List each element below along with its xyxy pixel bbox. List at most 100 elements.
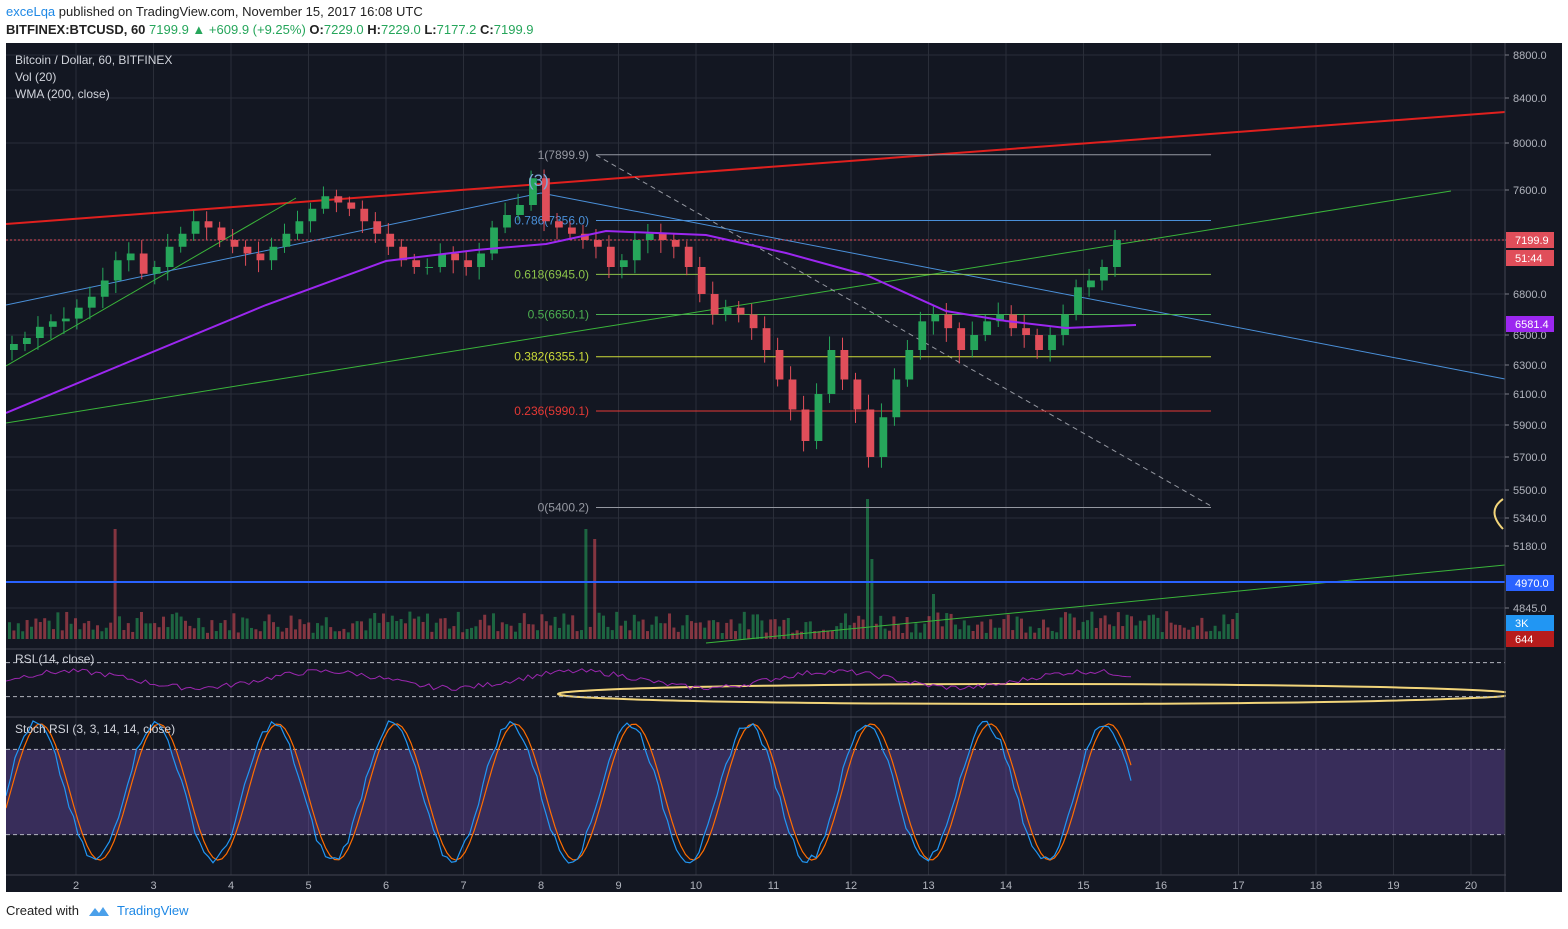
- volume-bar: [1112, 626, 1116, 639]
- volume-bar: [505, 624, 509, 639]
- date-tick-label: 5: [305, 880, 311, 892]
- high-value: 7229.0: [380, 22, 421, 37]
- trend-lines: [5, 111, 1515, 705]
- brand-name: TradingView: [116, 903, 189, 918]
- price-tick-label: 6800.0: [1513, 289, 1547, 301]
- date-tick-label: 4: [228, 880, 234, 892]
- tradingview-link[interactable]: TradingView: [87, 903, 189, 918]
- volume-bar: [562, 613, 566, 639]
- volume-bar: [716, 622, 720, 639]
- wma-200-line: [5, 229, 1137, 414]
- volume-bar: [602, 615, 605, 639]
- volume-bar: [1064, 612, 1067, 639]
- volume-bar: [69, 623, 73, 639]
- date-tick-label: 15: [1077, 880, 1089, 892]
- date-tick-label: 7: [460, 880, 466, 892]
- volume-bar: [980, 621, 984, 639]
- price-marker-tag: [1506, 631, 1554, 647]
- volume-bar: [360, 621, 363, 639]
- chart-area[interactable]: 1(7899.9) 0.786(7356.0) 0.618(6945.0) 0.5(6…: [5, 43, 1562, 892]
- volume-bar: [852, 622, 856, 639]
- date-tick-label: 20: [1465, 880, 1477, 892]
- volume-bar: [518, 622, 522, 639]
- volume-bar: [1235, 612, 1239, 639]
- volume-bar: [857, 615, 861, 639]
- high-label: H:: [367, 22, 381, 37]
- volume-bar: [993, 627, 997, 639]
- candle-body: [970, 335, 979, 350]
- volume-bar: [751, 614, 755, 639]
- price-marker-label: 51:44: [1515, 253, 1543, 265]
- volume-bar: [707, 620, 711, 639]
- volume-bar: [712, 620, 715, 639]
- cloud-icon: [88, 906, 109, 916]
- date-tick-label: 9: [615, 880, 621, 892]
- volume-bar: [971, 630, 975, 639]
- volume-bar: [676, 631, 680, 639]
- volume-bar: [690, 621, 693, 639]
- volume-bar: [333, 631, 337, 639]
- volume-bar: [56, 612, 60, 639]
- candle-body: [749, 314, 758, 329]
- price-chart[interactable]: 1(7899.9) 0.786(7356.0) 0.618(6945.0) 0.5(6…: [5, 43, 1562, 892]
- volume-bar: [954, 624, 957, 639]
- candle-body: [983, 321, 992, 335]
- volume-bar: [1020, 618, 1023, 639]
- volume-bar: [1130, 616, 1133, 639]
- price-marker-tag: [1506, 250, 1554, 266]
- volume-bar: [1156, 617, 1160, 639]
- trend-line-blue-2: [540, 192, 1506, 380]
- volume-bar: [298, 619, 302, 639]
- volume-bar: [918, 632, 922, 639]
- volume-bar: [377, 622, 381, 639]
- price-tick-label: 5900.0: [1513, 420, 1547, 432]
- candle-body: [1087, 280, 1095, 288]
- volume-bar: [791, 632, 795, 639]
- price-change: +609.9 (+9.25%): [208, 22, 306, 37]
- volume-bar: [492, 613, 495, 639]
- volume-bar: [52, 629, 55, 639]
- candle-body: [139, 253, 148, 274]
- volume-bar: [382, 613, 385, 639]
- volume-bar: [399, 619, 403, 639]
- candle-body: [593, 240, 602, 247]
- volume-bar: [1050, 630, 1054, 639]
- price-marker-label: 644: [1515, 634, 1533, 646]
- author-link[interactable]: exceLqa: [6, 4, 56, 19]
- candle-body: [1113, 240, 1121, 267]
- volume-bar: [329, 627, 333, 639]
- candle-body: [879, 417, 888, 457]
- volume-bar: [91, 629, 95, 639]
- price-tick-label: 8400.0: [1513, 93, 1547, 105]
- volume-bar: [870, 559, 874, 639]
- volume-bar: [342, 628, 346, 639]
- volume-bar: [782, 619, 786, 639]
- volume-bar: [967, 625, 971, 639]
- volume-bar: [30, 626, 33, 639]
- candle-body: [295, 221, 304, 234]
- candle-body: [425, 267, 434, 268]
- candle-body: [788, 379, 797, 410]
- volume-bar: [47, 620, 51, 639]
- fib-diagonal: [595, 154, 1212, 507]
- volume-bar: [932, 594, 935, 639]
- volume-bar: [452, 626, 456, 639]
- volume-bar: [122, 630, 126, 639]
- candle-body: [48, 321, 57, 327]
- chart-title: Bitcoin / Dollar, 60, BITFINEX: [15, 53, 172, 67]
- candle-body: [217, 227, 226, 240]
- volume-bar: [760, 620, 764, 639]
- volume-bar: [386, 622, 390, 639]
- candle-body: [684, 246, 693, 267]
- candle-body: [775, 350, 784, 380]
- volume-bar: [272, 622, 275, 639]
- volume-bar: [395, 621, 399, 639]
- volume-bar: [311, 632, 315, 639]
- volume-bar: [786, 618, 790, 639]
- candle-body: [321, 196, 330, 209]
- volume-bar: [584, 529, 588, 639]
- volume-bar: [144, 623, 148, 639]
- volume-bar: [694, 622, 698, 639]
- volume-bar: [522, 613, 526, 639]
- volume-bar: [113, 529, 117, 639]
